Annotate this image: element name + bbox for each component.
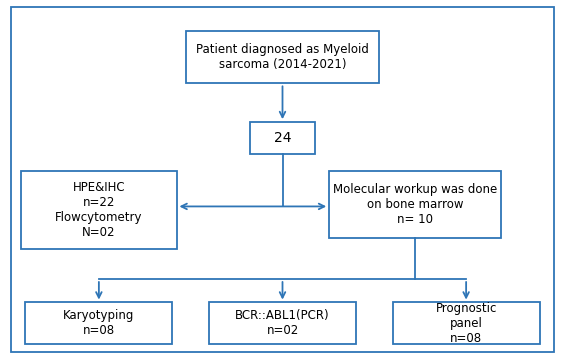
Bar xyxy=(186,32,379,84)
Bar xyxy=(21,172,176,248)
Bar xyxy=(209,302,356,344)
Bar xyxy=(329,172,502,238)
Bar xyxy=(250,122,315,154)
Text: BCR::ABL1(PCR)
n=02: BCR::ABL1(PCR) n=02 xyxy=(235,309,330,337)
Text: Molecular workup was done
on bone marrow
n= 10: Molecular workup was done on bone marrow… xyxy=(333,183,497,226)
Text: 24: 24 xyxy=(274,131,291,145)
Text: Patient diagnosed as Myeloid
sarcoma (2014-2021): Patient diagnosed as Myeloid sarcoma (20… xyxy=(196,43,369,71)
Text: Prognostic
panel
n=08: Prognostic panel n=08 xyxy=(436,302,497,345)
Bar xyxy=(393,302,540,344)
Text: Karyotyping
n=08: Karyotyping n=08 xyxy=(63,309,134,337)
Text: HPE&IHC
n=22
Flowcytometry
N=02: HPE&IHC n=22 Flowcytometry N=02 xyxy=(55,181,142,239)
Bar xyxy=(25,302,172,344)
